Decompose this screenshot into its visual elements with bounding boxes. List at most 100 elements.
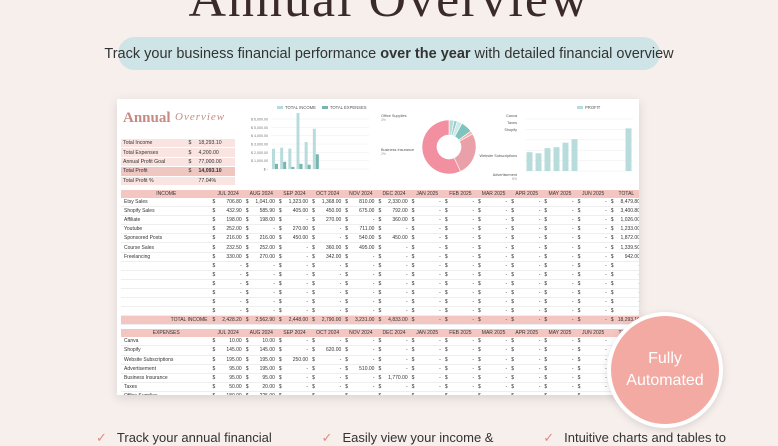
value-cell: 405.00 xyxy=(277,206,312,217)
value-cell: - xyxy=(576,233,610,244)
row-label xyxy=(121,279,212,289)
bar-profit xyxy=(544,148,551,171)
pie-label: Taxes xyxy=(507,121,517,125)
value-cell: - xyxy=(576,391,610,395)
row-label: Course Sales xyxy=(121,242,212,253)
value-cell: - xyxy=(244,224,278,235)
value-cell: - xyxy=(443,288,478,299)
value-cell: 711.00 xyxy=(344,224,378,235)
value-cell: - xyxy=(510,337,544,347)
value-cell: 252.00 xyxy=(211,224,245,235)
value-cell: - xyxy=(576,355,610,365)
value-cell: 232.50 xyxy=(211,242,245,253)
value-cell: - xyxy=(410,206,444,217)
pie-slice xyxy=(421,119,461,175)
table-row: Office Supplies180.00225.00---------- xyxy=(121,391,639,395)
y-tick-label: $ - xyxy=(264,168,269,172)
row-total: - xyxy=(609,297,639,308)
value-cell: 180.00 xyxy=(211,391,245,395)
value-cell: - xyxy=(543,233,577,244)
month-header: JAN 2025 xyxy=(410,190,444,198)
value-cell: 1,323.00 xyxy=(277,198,312,208)
value-cell: - xyxy=(311,224,345,235)
value-cell: - xyxy=(477,261,511,271)
table-row: ------------- xyxy=(121,261,639,271)
value-cell: - xyxy=(277,306,312,317)
value-cell: - xyxy=(443,355,478,365)
table-row: Sponsored Posts216.00216.00450.00-540.00… xyxy=(121,233,639,244)
value-cell: 706.80 xyxy=(211,198,245,208)
row-total: - xyxy=(609,306,639,317)
value-cell: - xyxy=(510,345,544,356)
value-cell: - xyxy=(244,306,278,317)
bar-expenses xyxy=(315,154,319,169)
month-header: SEP 2024 xyxy=(277,190,312,198)
value-cell: 10.00 xyxy=(244,337,278,347)
summary-label: Total Profit % xyxy=(121,176,187,186)
value-cell: 1,368.00 xyxy=(311,198,345,208)
row-label: Business Insurance xyxy=(121,373,212,383)
value-cell: 1,770.00 xyxy=(377,373,411,383)
value-cell: - xyxy=(344,355,378,365)
row-total: 942.00 xyxy=(609,252,639,262)
bar-expenses xyxy=(307,164,311,169)
value-cell: 225.00 xyxy=(244,391,278,395)
table-row: Shopify Sales432.90585.90405.00450.00675… xyxy=(121,206,639,217)
month-header: JAN 2025 xyxy=(410,329,444,338)
row-total: 1,026.00 xyxy=(609,215,639,226)
value-cell: - xyxy=(510,306,544,317)
value-cell: - xyxy=(377,252,411,262)
month-header: JUL 2024 xyxy=(211,190,245,198)
month-header: SEP 2024 xyxy=(277,329,312,338)
value-cell: - xyxy=(344,391,378,395)
table-row: Advertisement95.00195.00--510.00------- xyxy=(121,364,639,374)
value-cell: - xyxy=(443,364,478,374)
value-cell: - xyxy=(244,270,278,280)
value-cell: 95.00 xyxy=(211,364,245,374)
banner: Track your business financial performanc… xyxy=(104,37,674,70)
pie-label: Canva xyxy=(506,114,518,118)
month-header: FEB 2025 xyxy=(443,190,478,198)
value-cell: - xyxy=(477,315,511,326)
value-cell: - xyxy=(477,306,511,317)
value-cell: - xyxy=(443,242,478,253)
row-label: Shopify xyxy=(121,345,212,356)
profit-chart xyxy=(525,118,633,172)
value-cell: - xyxy=(410,337,444,347)
value-cell: - xyxy=(477,373,511,383)
value-cell: - xyxy=(277,391,312,395)
value-cell: - xyxy=(477,198,511,208)
value-cell: - xyxy=(510,206,544,217)
value-cell: - xyxy=(576,345,610,356)
value-cell: - xyxy=(477,215,511,226)
row-label xyxy=(121,297,212,308)
month-header: MAR 2025 xyxy=(477,190,511,198)
value-cell: - xyxy=(477,345,511,356)
table-row: TOTAL INCOME2,428.202,562.902,448.002,79… xyxy=(121,315,639,326)
row-total: - xyxy=(609,288,639,299)
row-total: 3,400.80 xyxy=(609,206,639,217)
value-cell: - xyxy=(576,224,610,235)
value-cell: 20.00 xyxy=(244,382,278,392)
value-cell: - xyxy=(410,391,444,395)
value-cell: - xyxy=(510,382,544,392)
value-cell: - xyxy=(510,391,544,395)
bar-income xyxy=(304,142,308,169)
income-expense-table: INCOME JUL 2024 AUG 2024 SEP 2024 OCT 2024 NO… xyxy=(121,190,639,395)
row-label: Youtube xyxy=(121,224,212,235)
value-cell: 450.00 xyxy=(311,206,345,217)
value-cell: - xyxy=(443,233,478,244)
row-label: Advertisement xyxy=(121,364,212,374)
value-cell: - xyxy=(277,288,312,299)
summary-currency xyxy=(186,176,197,186)
income-expense-chart: $ - $ 1,000.00 $ 2,000.00 $ 3,000.00 $ 4,000… xyxy=(251,113,369,172)
table-row: Shopify145.00145.00-620.00-------- xyxy=(121,345,639,356)
value-cell: - xyxy=(543,355,577,365)
value-cell: 216.00 xyxy=(211,233,245,244)
value-cell: - xyxy=(543,279,577,289)
summary-value: 77.04% xyxy=(196,176,235,186)
value-cell: - xyxy=(311,306,345,317)
value-cell: - xyxy=(576,297,610,308)
month-header: AUG 2024 xyxy=(244,190,278,198)
